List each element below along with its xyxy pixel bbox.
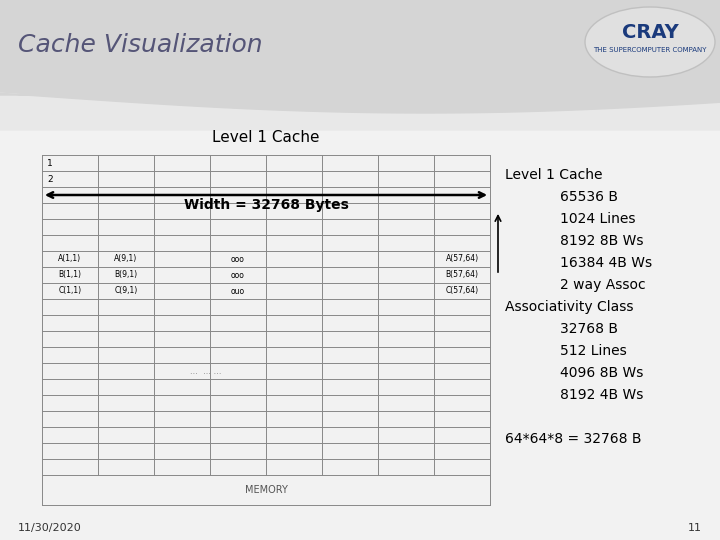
Text: 1: 1 — [47, 159, 53, 167]
Text: 1024 Lines: 1024 Lines — [560, 212, 636, 226]
Text: MEMORY: MEMORY — [245, 485, 287, 495]
Text: 2: 2 — [47, 174, 53, 184]
Text: 32768 B: 32768 B — [560, 322, 618, 336]
Text: Level 1 Cache: Level 1 Cache — [505, 168, 603, 182]
Text: B(1,1): B(1,1) — [58, 271, 81, 280]
Text: A(1,1): A(1,1) — [58, 254, 81, 264]
Text: 11/30/2020: 11/30/2020 — [18, 523, 82, 533]
Text: B(9,1): B(9,1) — [114, 271, 138, 280]
Text: CRAY: CRAY — [621, 23, 678, 42]
Text: ooo: ooo — [231, 271, 245, 280]
Text: Width = 32768 Bytes: Width = 32768 Bytes — [184, 198, 348, 212]
Text: THE SUPERCOMPUTER COMPANY: THE SUPERCOMPUTER COMPANY — [593, 47, 707, 53]
Text: 8192 8B Ws: 8192 8B Ws — [560, 234, 644, 248]
Text: 8192 4B Ws: 8192 4B Ws — [560, 388, 644, 402]
Bar — [0, 0, 720, 95]
Text: A(9,1): A(9,1) — [114, 254, 138, 264]
Text: C(9,1): C(9,1) — [114, 287, 138, 295]
Text: ...  ... ...: ... ... ... — [190, 367, 222, 375]
Text: B(57,64): B(57,64) — [446, 271, 479, 280]
Text: ooo: ooo — [231, 254, 245, 264]
Ellipse shape — [585, 7, 715, 77]
Text: 65536 B: 65536 B — [560, 190, 618, 204]
Text: 16384 4B Ws: 16384 4B Ws — [560, 256, 652, 270]
Text: 2 way Assoc: 2 way Assoc — [560, 278, 646, 292]
Text: 512 Lines: 512 Lines — [560, 344, 626, 358]
Text: ouo: ouo — [231, 287, 245, 295]
Text: 64*64*8 = 32768 B: 64*64*8 = 32768 B — [505, 432, 642, 446]
Text: Associativity Class: Associativity Class — [505, 300, 634, 314]
Text: C(1,1): C(1,1) — [58, 287, 81, 295]
Text: 4096 8B Ws: 4096 8B Ws — [560, 366, 644, 380]
Text: Level 1 Cache: Level 1 Cache — [212, 130, 320, 145]
Text: C(57,64): C(57,64) — [446, 287, 479, 295]
Text: A(57,64): A(57,64) — [446, 254, 479, 264]
Text: 11: 11 — [688, 523, 702, 533]
Text: Cache Visualization: Cache Visualization — [18, 33, 263, 57]
